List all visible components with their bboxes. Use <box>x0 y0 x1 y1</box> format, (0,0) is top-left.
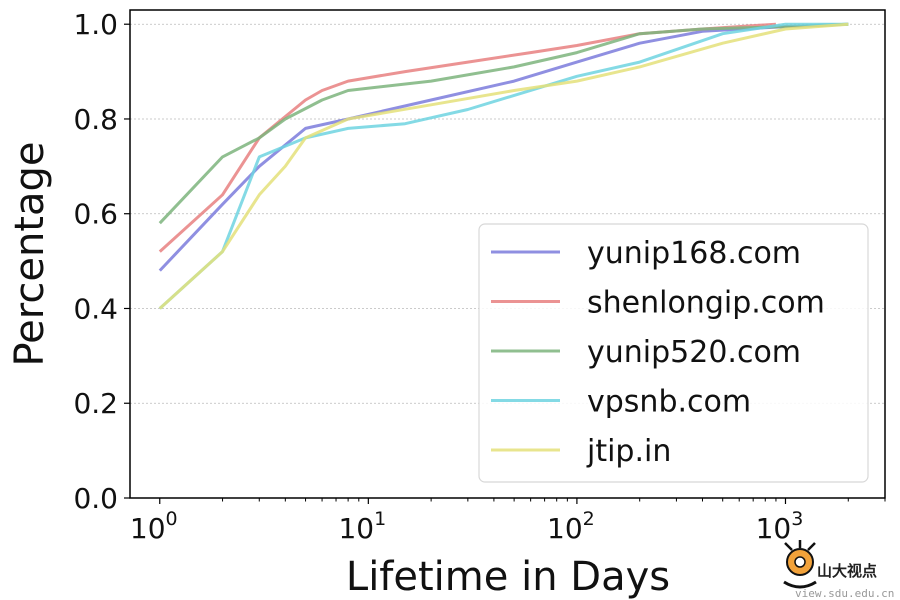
series-line-yunip520-com <box>158 22 849 225</box>
legend-label: yunip168.com <box>587 236 801 271</box>
series-line-shenlongip-com <box>158 22 776 253</box>
x-axis-label: Lifetime in Days <box>346 554 670 600</box>
x-tick-label: 102 <box>547 508 595 545</box>
x-tick-label: 101 <box>338 508 386 545</box>
x-tick-label: 100 <box>130 508 178 545</box>
y-tick-label: 0.8 <box>73 103 118 136</box>
watermark-logo: 山大视点 view.sdu.edu.cn <box>783 540 894 600</box>
y-tick-label: 0.2 <box>73 387 118 420</box>
legend: yunip168.com shenlongip.com yunip520.com vp… <box>478 223 869 483</box>
legend-entry: yunip520.com <box>491 335 801 370</box>
legend-entry: vpsnb.com <box>491 385 751 420</box>
y-tick-label: 1.0 <box>73 8 118 41</box>
plot-frame <box>129 9 886 499</box>
legend-frame <box>478 223 869 483</box>
y-axis-label: Percentage <box>7 141 53 366</box>
legend-entry: shenlongip.com <box>491 286 825 321</box>
x-tick-label: 103 <box>756 508 804 545</box>
legend-entry: jtip.in <box>491 434 671 469</box>
legend-entry: yunip168.com <box>491 236 801 271</box>
legend-label: jtip.in <box>586 434 671 469</box>
y-tick-label: 0.6 <box>73 198 118 231</box>
y-tick-label: 0.0 <box>73 482 118 515</box>
legend-label: yunip520.com <box>587 335 801 370</box>
y-tick-label: 0.4 <box>73 292 118 325</box>
watermark-name: 山大视点 <box>817 562 877 580</box>
series-lines <box>158 22 849 310</box>
y-axis-ticks: 0.0 0.2 0.4 0.6 0.8 1.0 <box>73 8 130 515</box>
x-axis-ticks: 100 101 102 103 <box>130 498 886 545</box>
legend-label: shenlongip.com <box>587 286 825 321</box>
series-line-vpsnb-com <box>158 22 849 310</box>
legend-label: vpsnb.com <box>587 385 751 420</box>
series-line-jtip-in <box>158 22 849 310</box>
watermark-url: view.sdu.edu.cn <box>795 587 894 600</box>
